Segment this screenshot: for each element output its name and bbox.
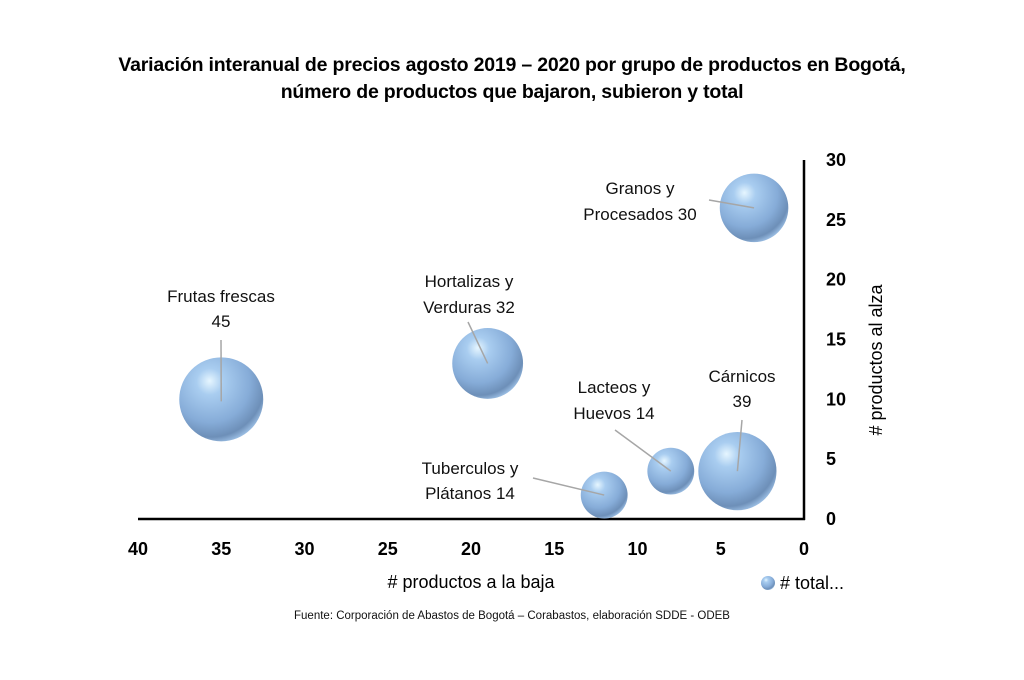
data-label-value: 45 [212,312,231,331]
y-tick-label: 10 [826,389,846,409]
axes [138,160,806,521]
legend: # total... [761,573,844,593]
source-note: Fuente: Corporación de Abastos de Bogotá… [294,610,730,622]
bubble [580,471,628,519]
data-label-value: Procesados 30 [583,205,696,224]
x-tick-label: 15 [544,539,564,559]
leader-line [708,199,755,209]
data-label-name: Cárnicos [708,367,775,386]
data-label-value: 39 [733,392,752,411]
x-tick-label: 35 [211,539,231,559]
x-tick-label: 40 [128,539,148,559]
data-label-value: Huevos 14 [573,404,654,423]
y-tick-label: 20 [826,270,846,290]
data-label-name: Granos y [606,179,675,198]
legend-label: # total... [780,573,844,593]
x-tick-label: 30 [294,539,314,559]
leader-line [467,321,489,364]
y-tick-label: 30 [826,150,846,170]
leader-line [736,419,743,472]
data-label-value: Verduras 32 [423,298,515,317]
x-tick-label: 20 [461,539,481,559]
x-tick-label: 5 [716,539,726,559]
y-tick-label: 25 [826,210,846,230]
bubble [452,328,524,399]
x-axis-title: # productos a la baja [387,572,555,592]
data-label-name: Tuberculos y [422,459,519,478]
leader-lines [220,199,755,496]
data-label-value: Plátanos 14 [425,484,515,503]
chart-title-line-2: número de productos que bajaron, subiero… [280,81,744,103]
y-tick-label: 5 [826,449,836,469]
leader-line [614,429,672,472]
data-label-name: Frutas frescas [167,287,275,306]
y-tick-label: 0 [826,509,836,529]
x-tick-label: 0 [799,539,809,559]
data-label-name: Lacteos y [578,378,651,397]
x-tick-labels: 40 35 30 25 20 15 10 5 0 [128,539,809,559]
y-axis-title: # productos al alza [866,283,886,435]
bubble [719,173,789,243]
chart-title-line-1: Variación interanual de precios agosto 2… [118,54,906,76]
leader-line [532,477,605,496]
chart-title: Variación interanual de precios agosto 2… [0,52,1024,106]
data-labels: Frutas frescas 45 Hortalizas y Verduras 32 T… [167,179,775,503]
y-tick-label: 15 [826,330,846,350]
bubble [647,447,695,495]
x-tick-label: 10 [627,539,647,559]
legend-marker [761,576,775,590]
data-label-name: Hortalizas y [425,272,514,291]
x-tick-label: 25 [378,539,398,559]
y-tick-labels: 0 5 10 15 20 25 30 [826,150,846,529]
